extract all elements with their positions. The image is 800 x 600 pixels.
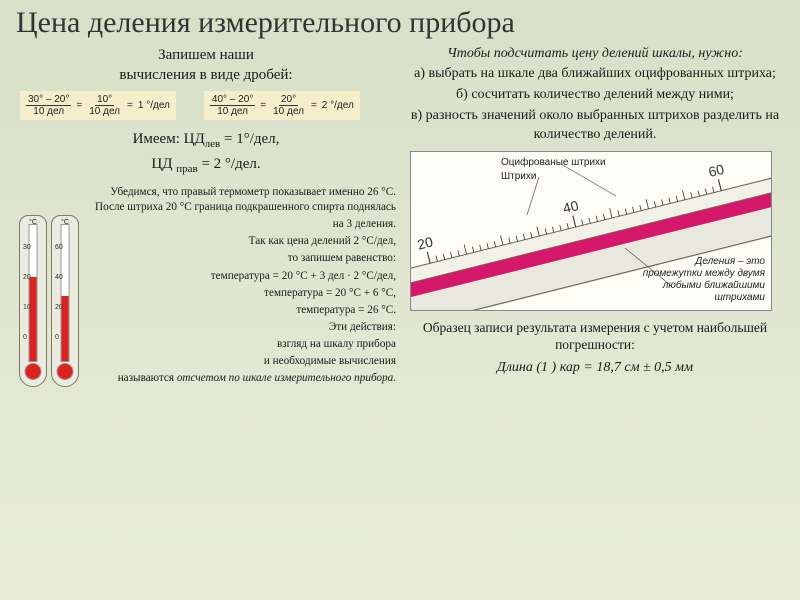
svg-text:40: 40 [561, 197, 580, 216]
intro-line2: вычисления в виде дробей: [119, 67, 292, 83]
slide: Цена деления измерительного прибора Запи… [0, 0, 800, 600]
label-deleniya: Деления – это промежутки между двумя люб… [635, 256, 765, 304]
svg-text:20: 20 [416, 233, 435, 252]
fraction-1: 30° – 20°10 дел = 10°10 дел = 1 °/дел [20, 91, 176, 120]
result-line: Длина (1 ) кар = 18,7 см ± 0,5 мм [410, 360, 780, 376]
thermometers: °С 30 20 10 0 °С 60 40 20 [16, 183, 82, 388]
right-column: Чтобы подсчитать цену делений шкалы, нуж… [410, 46, 780, 388]
thermometer-left: °С 30 20 10 0 [19, 215, 47, 387]
label-ocif: Оцифрованые штрихи [501, 157, 606, 169]
svg-text:60: 60 [707, 160, 726, 179]
result-caption: Образец записи результата измерения с уч… [410, 319, 780, 354]
verification-text: Убедимся, что правый термометр показывае… [88, 183, 396, 388]
left-column: Запишем наши вычисления в виде дробей: 3… [16, 46, 396, 388]
columns: Запишем наши вычисления в виде дробей: 3… [16, 46, 784, 388]
thermometer-right: °С 60 40 20 0 [51, 215, 79, 387]
intro-line1: Запишем наши [158, 47, 254, 63]
steps-block: а) выбрать на шкале два ближайших оцифро… [410, 65, 780, 145]
intro-text: Запишем наши вычисления в виде дробей: [16, 46, 396, 85]
instructions-heading: Чтобы подсчитать цену делений шкалы, нуж… [410, 46, 780, 62]
step-c: в) разность значений около выбранных штр… [410, 107, 780, 145]
verification-row: °С 30 20 10 0 °С 60 40 20 [16, 183, 396, 388]
step-b: б) сосчитать количество делений между ни… [410, 86, 780, 105]
fraction-2: 40° – 20°10 дел = 20°10 дел = 2 °/дел [204, 91, 360, 120]
have-block: Имеем: ЦДлев = 1°/дел, ЦД прав = 2 °/дел… [16, 128, 396, 177]
fraction-row: 30° – 20°10 дел = 10°10 дел = 1 °/дел 40… [16, 91, 396, 120]
label-shtrih: Штрихи [501, 171, 536, 183]
page-title: Цена деления измерительного прибора [16, 6, 784, 40]
ruler-illustration: 20 40 60 Оцифрованые штрихи Штрихи Делен… [410, 151, 772, 311]
step-a: а) выбрать на шкале два ближайших оцифро… [410, 65, 780, 84]
